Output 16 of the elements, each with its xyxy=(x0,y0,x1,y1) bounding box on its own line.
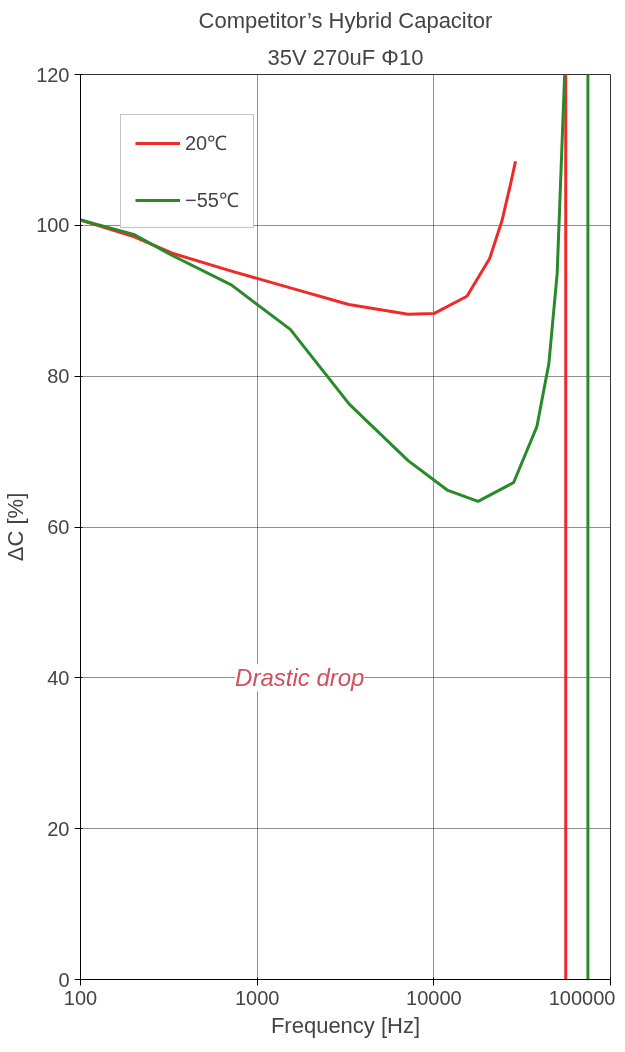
x-tick-label: 10000 xyxy=(406,986,462,1009)
chart-subtitle: 35V 270uF Φ10 xyxy=(267,44,424,70)
y-tick-label: 60 xyxy=(47,516,70,538)
annotation: Drastic drop xyxy=(235,664,365,692)
y-tick-label: 80 xyxy=(47,365,70,388)
y-axis-title: ΔC [%] xyxy=(3,492,29,562)
x-axis-title: Frequency [Hz] xyxy=(270,1012,421,1038)
y-tick-label: 20 xyxy=(47,817,70,840)
y-tick-label: 100 xyxy=(36,214,70,237)
chart-title: Competitor’s Hybrid Capacitor xyxy=(198,7,493,33)
legend-label: 20℃ xyxy=(185,131,228,156)
legend-label: −55℃ xyxy=(185,188,239,213)
x-tick-label: 1000 xyxy=(234,986,280,1009)
y-tick-label: 120 xyxy=(36,63,70,86)
y-tick-label: 40 xyxy=(47,666,70,689)
x-tick-label: 100000 xyxy=(548,986,616,1009)
